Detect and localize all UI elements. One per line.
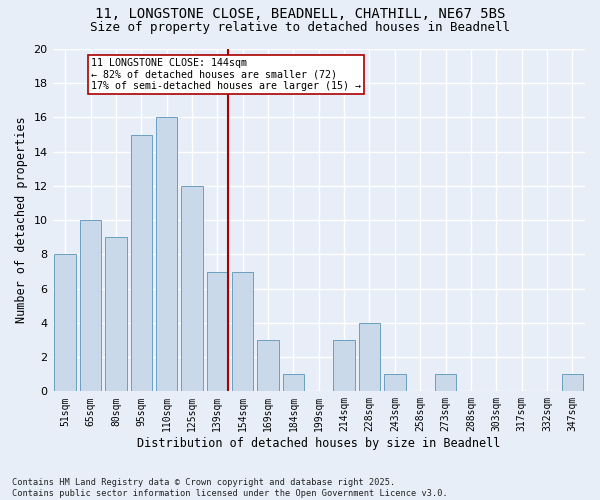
- Text: 11, LONGSTONE CLOSE, BEADNELL, CHATHILL, NE67 5BS: 11, LONGSTONE CLOSE, BEADNELL, CHATHILL,…: [95, 8, 505, 22]
- Bar: [257, 340, 279, 392]
- Text: Size of property relative to detached houses in Beadnell: Size of property relative to detached ho…: [90, 21, 510, 34]
- Bar: [181, 186, 203, 392]
- Bar: [206, 272, 228, 392]
- Bar: [156, 118, 178, 392]
- Bar: [80, 220, 101, 392]
- Bar: [232, 272, 253, 392]
- X-axis label: Distribution of detached houses by size in Beadnell: Distribution of detached houses by size …: [137, 437, 500, 450]
- Y-axis label: Number of detached properties: Number of detached properties: [15, 117, 28, 324]
- Bar: [562, 374, 583, 392]
- Bar: [283, 374, 304, 392]
- Bar: [55, 254, 76, 392]
- Bar: [105, 238, 127, 392]
- Bar: [131, 134, 152, 392]
- Text: Contains HM Land Registry data © Crown copyright and database right 2025.
Contai: Contains HM Land Registry data © Crown c…: [12, 478, 448, 498]
- Bar: [435, 374, 457, 392]
- Bar: [359, 323, 380, 392]
- Text: 11 LONGSTONE CLOSE: 144sqm
← 82% of detached houses are smaller (72)
17% of semi: 11 LONGSTONE CLOSE: 144sqm ← 82% of deta…: [91, 58, 361, 91]
- Bar: [384, 374, 406, 392]
- Bar: [334, 340, 355, 392]
